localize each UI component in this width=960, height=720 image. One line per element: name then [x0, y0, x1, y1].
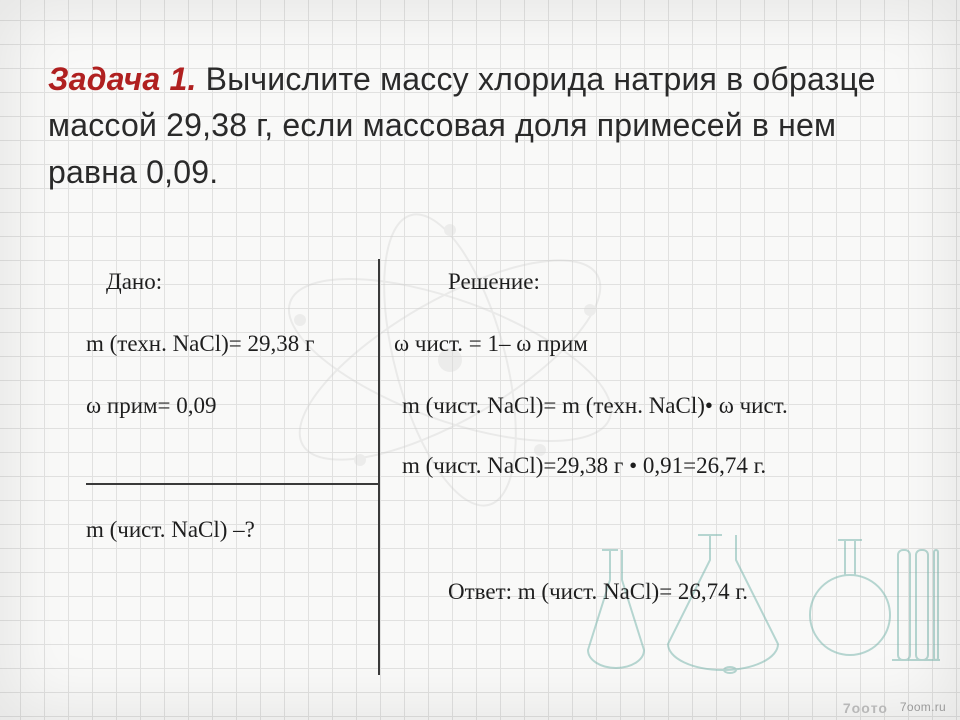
- find-line: m (чист. NaCl) –?: [86, 517, 255, 543]
- slide-content: Задача 1. Вычислите массу хлорида натрия…: [0, 0, 960, 720]
- problem-title: Задача 1. Вычислите массу хлорида натрия…: [48, 56, 912, 195]
- solution-eq-1: ω чист. = 1– ω прим: [394, 331, 588, 357]
- watermark-text: 7oom.ru: [900, 700, 946, 714]
- problem-number: Задача 1.: [48, 61, 197, 97]
- solution-header: Решение:: [448, 269, 540, 295]
- solution-eq-2: m (чист. NaCl)= m (техн. NaCl)• ω чист.: [402, 393, 788, 419]
- given-line-2: ω прим= 0,09: [86, 393, 217, 419]
- answer-line: Ответ: m (чист. NaCl)= 26,74 г.: [448, 579, 748, 605]
- vertical-divider: [378, 259, 380, 675]
- horizontal-divider: [86, 483, 378, 485]
- solution-block: Дано: m (техн. NaCl)= 29,38 г ω прим= 0,…: [76, 265, 912, 685]
- given-line-1: m (техн. NaCl)= 29,38 г: [86, 331, 314, 357]
- watermark-logo: 7ooто: [843, 700, 888, 716]
- given-header: Дано:: [106, 269, 162, 295]
- solution-eq-3: m (чист. NaCl)=29,38 г • 0,91=26,74 г.: [402, 453, 766, 479]
